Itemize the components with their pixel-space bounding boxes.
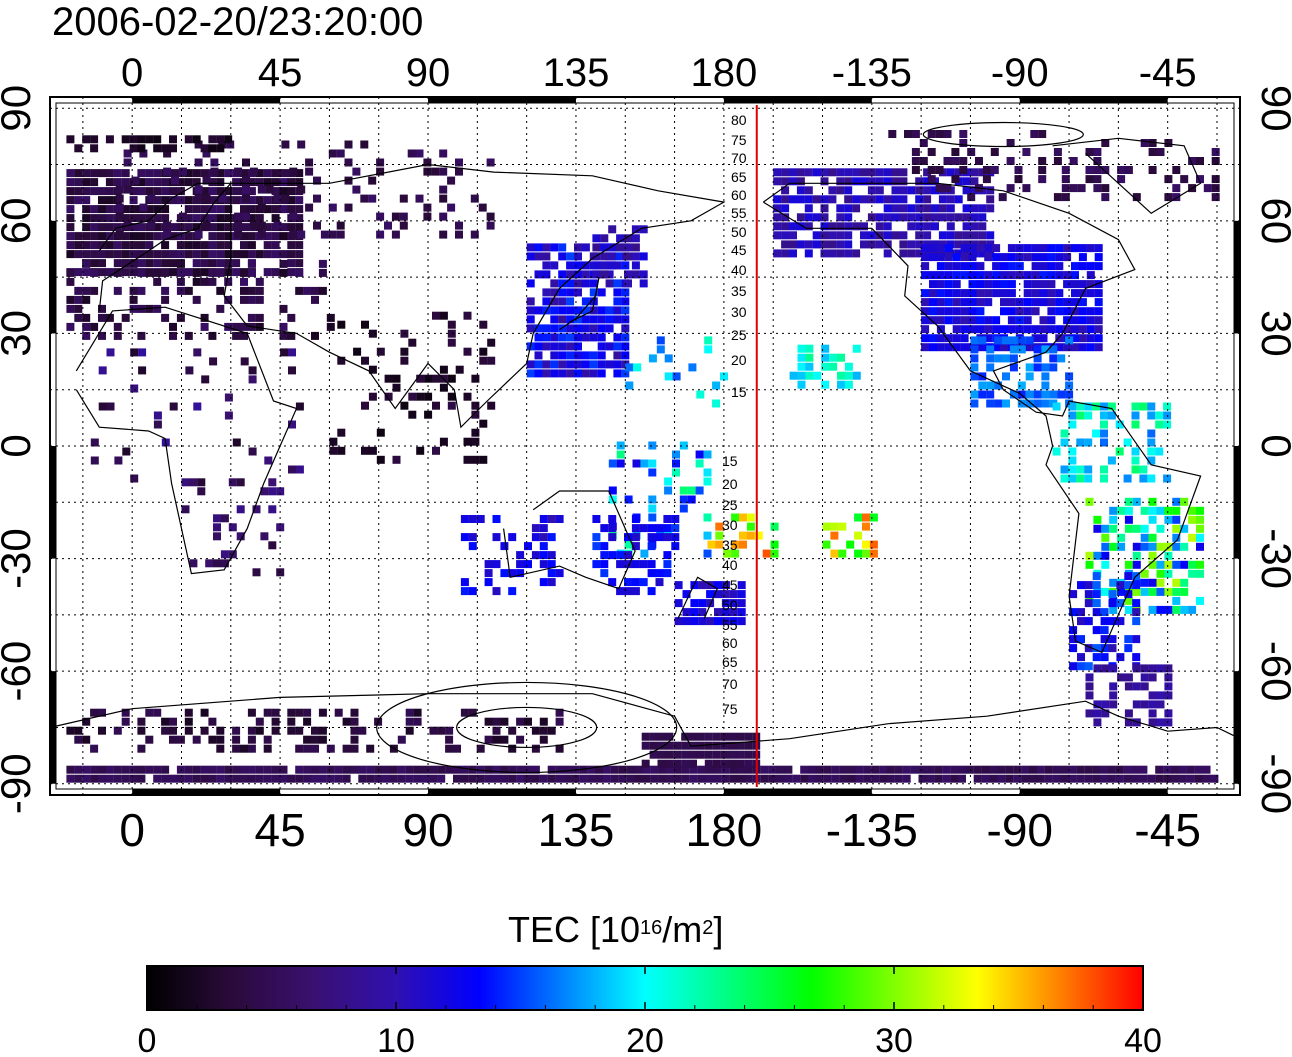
contour-labels: 80 75 70 65 60 55 50 45 40 35 30 25 20 15 15 20 25 30 35 40… bbox=[722, 112, 747, 717]
colorbar-tick-label: 0 bbox=[138, 1022, 157, 1057]
lon-tick-label-bottom: 90 bbox=[402, 804, 453, 856]
lon-tick-label-top: 90 bbox=[406, 51, 451, 95]
contour-label: 65 bbox=[731, 169, 747, 185]
lon-bottom-labels: 0 45 90 135 180 -135 -90 -45 bbox=[119, 804, 1201, 856]
lon-tick-label-top: 0 bbox=[121, 51, 143, 95]
map-frame bbox=[49, 96, 1241, 796]
lat-tick-label-right: -30 bbox=[1253, 528, 1292, 589]
contour-label: 65 bbox=[722, 654, 738, 670]
lat-tick-label-left: 0 bbox=[0, 434, 39, 457]
lon-tick-label-top: 45 bbox=[258, 51, 303, 95]
lon-tick-label-bottom: -135 bbox=[826, 804, 918, 856]
lat-left-labels: 90 60 30 0 -30 -60 -90 bbox=[0, 85, 39, 814]
contour-label: 30 bbox=[722, 517, 738, 533]
contour-label: 70 bbox=[722, 676, 738, 692]
lat-tick-label-right: 90 bbox=[1253, 85, 1292, 132]
lon-tick-label-bottom: 45 bbox=[255, 804, 306, 856]
contour-label: 25 bbox=[722, 497, 738, 513]
contour-label: 30 bbox=[731, 304, 747, 320]
lon-tick-label-top: -90 bbox=[991, 51, 1049, 95]
coastlines bbox=[49, 137, 1241, 747]
contour-label: 25 bbox=[731, 327, 747, 343]
lat-tick-label-left: 60 bbox=[0, 197, 39, 244]
contour-label: 45 bbox=[722, 577, 738, 593]
map-title: 2006-02-20/23:20:00 bbox=[52, 0, 424, 44]
lat-tick-label-left: -30 bbox=[0, 528, 39, 589]
contour-label: 35 bbox=[722, 537, 738, 553]
lat-tick-label-right: 30 bbox=[1253, 310, 1292, 357]
contour-label: 15 bbox=[722, 453, 738, 469]
contour-label: 75 bbox=[731, 132, 747, 148]
colorbar-ticks: 0 10 20 30 40 bbox=[138, 966, 1162, 1057]
colorbar-tick-label: 30 bbox=[875, 1022, 913, 1057]
contour-label: 70 bbox=[731, 150, 747, 166]
lon-tick-label-top: -45 bbox=[1139, 51, 1197, 95]
lat-tick-label-left: -60 bbox=[0, 641, 39, 702]
lon-top-labels: 0 45 90 135 180 -135 -90 -45 bbox=[121, 51, 1197, 95]
lon-tick-label-bottom: -45 bbox=[1134, 804, 1200, 856]
contour-label: 55 bbox=[731, 205, 747, 221]
contour-label: 55 bbox=[722, 617, 738, 633]
contour-label: 35 bbox=[731, 283, 747, 299]
lon-tick-label-bottom: 135 bbox=[538, 804, 615, 856]
contour-label: 20 bbox=[722, 476, 738, 492]
lat-tick-label-left: 90 bbox=[0, 85, 39, 132]
lat-tick-label-left: 30 bbox=[0, 310, 39, 357]
contour-label: 80 bbox=[731, 112, 747, 128]
lat-right-labels: 90 60 30 0 -30 -60 -90 bbox=[1253, 85, 1292, 814]
magnetic-contours bbox=[376, 121, 1084, 774]
contour-label: 60 bbox=[731, 187, 747, 203]
lat-tick-label-left: -90 bbox=[0, 753, 39, 814]
lon-tick-label-top: 135 bbox=[543, 51, 610, 95]
lon-tick-label-top: -135 bbox=[832, 51, 912, 95]
contour-label: 50 bbox=[722, 597, 738, 613]
lon-tick-label-top: 180 bbox=[691, 51, 758, 95]
contour-label: 20 bbox=[731, 352, 747, 368]
colorbar-title: TEC [1016/m2] bbox=[508, 909, 724, 950]
contour-label: 60 bbox=[722, 635, 738, 651]
lat-tick-label-right: 60 bbox=[1253, 197, 1292, 244]
colorbar-tick-label: 20 bbox=[626, 1022, 664, 1057]
lat-tick-label-right: -90 bbox=[1253, 753, 1292, 814]
colorbar-tick-label: 10 bbox=[377, 1022, 415, 1057]
lat-tick-label-right: -60 bbox=[1253, 641, 1292, 702]
contour-label: 40 bbox=[722, 557, 738, 573]
lon-tick-label-bottom: -90 bbox=[987, 804, 1053, 856]
contour-label: 40 bbox=[731, 262, 747, 278]
lon-tick-label-bottom: 180 bbox=[686, 804, 763, 856]
lat-tick-label-right: 0 bbox=[1253, 434, 1292, 457]
contour-label: 15 bbox=[731, 384, 747, 400]
contour-label: 75 bbox=[722, 701, 738, 717]
contour-label: 45 bbox=[731, 242, 747, 258]
lon-tick-label-bottom: 0 bbox=[119, 804, 145, 856]
colorbar-tick-label: 40 bbox=[1124, 1022, 1162, 1057]
contour-label: 50 bbox=[731, 224, 747, 240]
